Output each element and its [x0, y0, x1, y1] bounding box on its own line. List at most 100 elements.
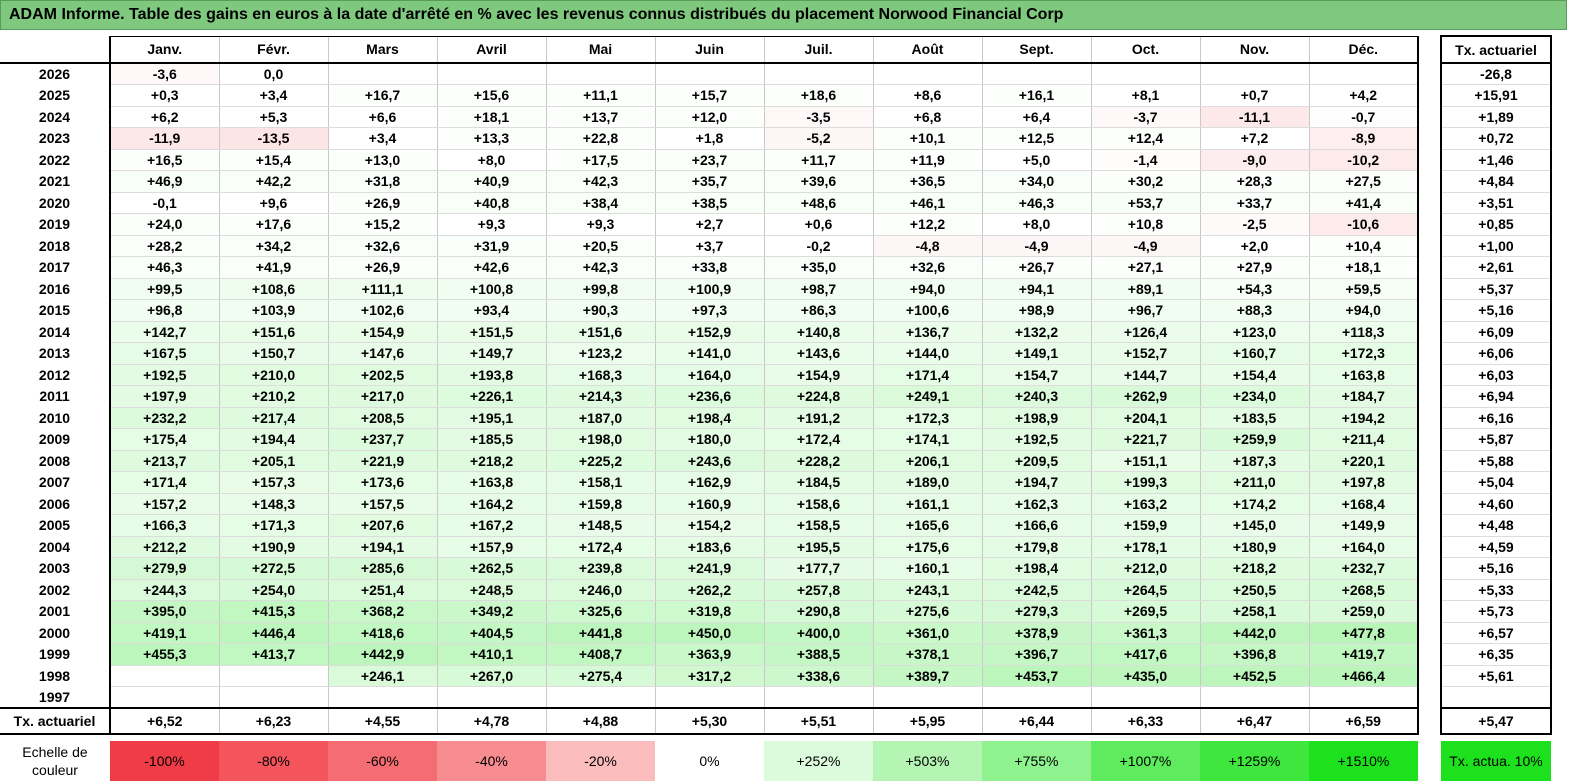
value-cell: +27,5	[1308, 170, 1419, 193]
value-cell: +224,8	[763, 385, 873, 408]
value-cell	[1199, 686, 1309, 709]
year-cell: 2018	[38, 237, 71, 254]
tx-cell: +5,16	[1440, 557, 1552, 580]
value-cell: -0,1	[109, 192, 219, 214]
spacer-row	[0, 734, 1551, 741]
value-cell: +195,5	[763, 536, 873, 558]
value-cell: +325,6	[545, 600, 655, 623]
table-row: 2006 +157,2 +148,3 +157,5 +164,2 +159,8 +160,9…	[0, 493, 1552, 515]
value-cell: +174,2	[1199, 493, 1309, 515]
value-cell: +96,7	[1090, 299, 1200, 322]
value-cell: +198,0	[545, 428, 655, 451]
year-cell: 2007	[38, 474, 71, 491]
value-cell: +173,6	[327, 471, 437, 494]
value-cell: +189,0	[872, 471, 982, 494]
value-cell: +15,6	[436, 84, 546, 107]
month-header: Oct.	[1090, 35, 1200, 64]
value-cell	[654, 686, 764, 709]
value-cell: +13,3	[436, 127, 546, 150]
value-cell: +2,7	[654, 213, 764, 236]
value-cell: +363,9	[654, 643, 764, 666]
value-cell: +400,0	[763, 622, 873, 644]
column-gap	[1418, 686, 1441, 708]
title-bar: ADAM Informe. Table des gains en euros à…	[0, 0, 1567, 30]
column-gap	[1418, 665, 1441, 687]
value-cell: +171,4	[872, 364, 982, 386]
value-cell: +162,9	[654, 471, 764, 494]
value-cell: +93,4	[436, 299, 546, 322]
table-row: 2007 +171,4 +157,3 +173,6 +163,8 +158,1 +162,9…	[0, 471, 1552, 494]
summary-value: +5,51	[763, 707, 873, 735]
month-header: Avril	[436, 35, 546, 64]
table-row: 2016 +99,5 +108,6 +111,1 +100,8 +99,8 +100,9 +9…	[0, 278, 1552, 300]
value-cell: +11,1	[545, 84, 655, 107]
value-cell: +319,8	[654, 600, 764, 623]
value-cell: +204,1	[1090, 407, 1200, 429]
value-cell: +419,7	[1308, 643, 1419, 666]
year-cell: 2013	[38, 345, 71, 362]
value-cell: +136,7	[872, 321, 982, 343]
value-cell: +267,0	[436, 665, 546, 687]
value-cell: +259,0	[1308, 600, 1419, 623]
value-cell: +198,4	[654, 407, 764, 429]
value-cell: +35,0	[763, 256, 873, 279]
value-cell: +32,6	[327, 235, 437, 257]
column-gap	[1418, 364, 1441, 386]
value-cell: +86,3	[763, 299, 873, 322]
column-gap	[1418, 557, 1441, 579]
value-cell: +404,5	[436, 622, 546, 644]
year-cell: 2003	[38, 560, 71, 577]
year-cell: 2008	[38, 452, 71, 469]
value-cell: +241,9	[654, 557, 764, 580]
column-gap	[1418, 600, 1441, 622]
value-cell: +8,6	[872, 84, 982, 107]
year-cell: 2009	[38, 431, 71, 448]
value-cell: +441,8	[545, 622, 655, 644]
value-cell: +264,5	[1090, 579, 1200, 601]
scale-swatch: -60%	[328, 741, 437, 781]
year-cell: 2004	[38, 538, 71, 555]
value-cell: +418,6	[327, 622, 437, 644]
value-cell: +27,9	[1199, 256, 1309, 279]
value-cell: +254,0	[218, 579, 328, 601]
value-cell: +151,5	[436, 321, 546, 343]
value-cell	[763, 63, 873, 85]
value-cell: +26,9	[327, 192, 437, 214]
value-cell: +237,7	[327, 428, 437, 451]
value-cell: +419,1	[109, 622, 219, 644]
column-gap	[1418, 235, 1441, 257]
value-cell: +12,0	[654, 106, 764, 128]
value-cell: +46,3	[109, 256, 219, 279]
value-cell: +97,3	[654, 299, 764, 322]
value-cell: +194,2	[1308, 407, 1419, 429]
year-cell: 2025	[38, 87, 71, 104]
value-cell: +143,6	[763, 342, 873, 365]
value-cell: +42,2	[218, 170, 328, 193]
value-cell: +232,2	[109, 407, 219, 429]
month-header: Févr.	[218, 35, 328, 64]
tx-cell: +15,91	[1440, 84, 1552, 107]
color-scale-row: Echelle de couleur -100% -80% -60% -40% -20% 0…	[0, 741, 1551, 781]
value-cell: +246,0	[545, 579, 655, 601]
scale-swatch: +1510%	[1309, 741, 1418, 781]
value-cell: +22,8	[545, 127, 655, 150]
scale-swatch: +503%	[873, 741, 982, 781]
value-cell: +228,2	[763, 450, 873, 472]
value-cell: +20,5	[545, 235, 655, 257]
value-cell: +349,2	[436, 600, 546, 623]
value-cell: +8,1	[1090, 84, 1200, 107]
value-cell: +132,2	[981, 321, 1091, 343]
value-cell: +453,7	[981, 665, 1091, 687]
tx-cell: +6,16	[1440, 407, 1552, 429]
tx-cell: +5,37	[1440, 278, 1552, 300]
value-cell: +151,1	[1090, 450, 1200, 472]
value-cell: -13,5	[218, 127, 328, 150]
summary-row: Tx. actuariel +6,52 +6,23 +4,55 +4,78 +4,88 +5…	[0, 707, 1552, 735]
table-row: 1997	[0, 686, 1552, 709]
value-cell: +159,9	[1090, 514, 1200, 537]
column-gap	[1418, 471, 1441, 493]
column-gap	[1418, 643, 1441, 665]
value-cell: +187,3	[1199, 450, 1309, 472]
table-body: 2026 -3,6 0,0 -26,8 2025 +0,3 +3,4 +16,7 +15,6 +1…	[0, 63, 1552, 781]
value-cell: +225,2	[545, 450, 655, 472]
